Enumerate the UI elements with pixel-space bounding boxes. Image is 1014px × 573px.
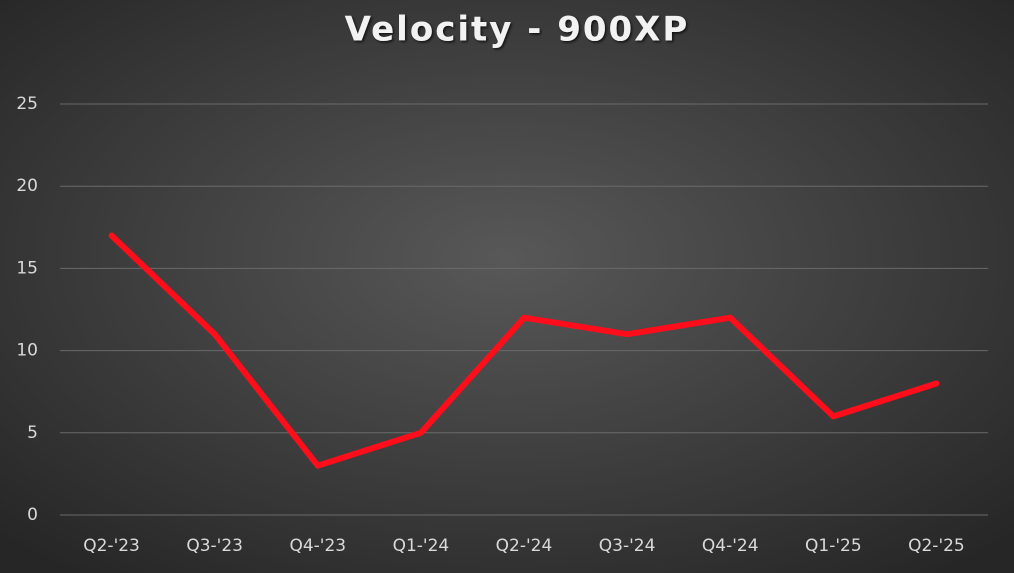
chart-title: Velocity - 900XP [345, 10, 690, 50]
y-tick-label: 5 [27, 423, 38, 443]
y-tick-label: 10 [16, 341, 38, 361]
line [108, 232, 940, 469]
x-tick-label: Q1-'25 [805, 536, 862, 556]
x-tick-label: Q3-'24 [599, 536, 656, 556]
x-tick-label: Q1-'24 [393, 536, 450, 556]
y-tick-label: 15 [16, 258, 38, 278]
x-tick-label: Q4-'24 [702, 536, 759, 556]
x-tick-label: Q2-'24 [496, 536, 553, 556]
y-tick-label: 25 [16, 94, 38, 114]
x-tick-label: Q2-'23 [83, 536, 140, 556]
y-tick-label: 20 [16, 176, 38, 196]
x-tick-label: Q4-'23 [289, 536, 346, 556]
x-tick-label: Q2-'25 [908, 536, 965, 556]
y-tick-label: 0 [27, 505, 38, 525]
x-tick-label: Q3-'23 [186, 536, 243, 556]
